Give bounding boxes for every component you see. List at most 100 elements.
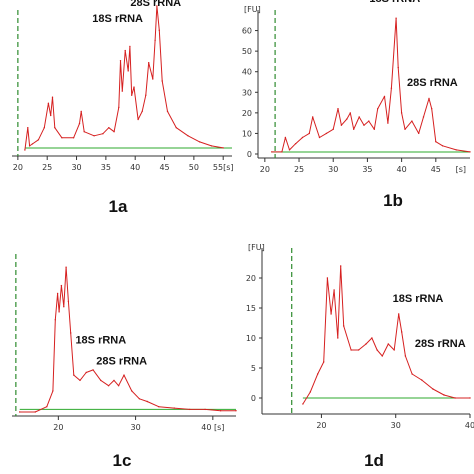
trace-point	[166, 110, 169, 113]
trace-point	[145, 94, 147, 96]
trace-point	[377, 108, 379, 110]
trace-point	[37, 139, 40, 141]
trace-point	[395, 17, 397, 19]
panel-1a: 20 25 30 35 40 45 50 55[s] 28S rRNA 18S rRNA 1a	[12, 0, 233, 216]
trace-point	[79, 379, 81, 382]
x-tick-label: 20	[13, 163, 23, 172]
trace-point	[54, 127, 56, 129]
trace-point	[113, 131, 115, 133]
trace-point	[70, 332, 72, 334]
trace-point	[323, 361, 325, 363]
trace-point	[387, 122, 389, 124]
trace-point	[358, 116, 360, 118]
trace-point	[302, 403, 304, 405]
trace-point	[56, 292, 59, 295]
trace-point	[363, 124, 365, 126]
y-unit-label: [FU]	[248, 243, 265, 252]
trace-point	[83, 131, 85, 133]
x-tick-label: 45	[159, 163, 169, 172]
trace-point	[343, 325, 345, 327]
trace-point	[373, 128, 375, 130]
trace-point	[54, 319, 56, 321]
trace-point	[281, 151, 283, 153]
trace-point	[390, 87, 393, 89]
trace-point	[121, 90, 124, 92]
trace-point	[158, 29, 160, 31]
trace-point	[131, 94, 133, 96]
trace-point	[141, 110, 143, 113]
y-tick-label: 10	[246, 334, 256, 343]
trace-point	[131, 390, 133, 392]
trace-point	[173, 407, 175, 409]
trace-point	[332, 128, 334, 130]
trace-point	[308, 132, 310, 135]
trace-point	[353, 128, 355, 130]
trace-point	[411, 373, 413, 375]
trace-point	[404, 128, 406, 130]
trace-point	[51, 96, 54, 98]
trace-point	[210, 145, 213, 147]
trace-point	[148, 62, 150, 64]
y-tick-label: 5	[251, 364, 256, 373]
trace-point	[146, 400, 148, 403]
trace-point	[34, 411, 36, 413]
panel-label: 1c	[113, 451, 132, 470]
trace-point	[288, 149, 291, 151]
x-tick-label: 20	[316, 421, 326, 430]
x-tick-label: 25	[294, 165, 304, 174]
trace-point	[52, 390, 54, 392]
x-tick-label: 30	[130, 423, 140, 432]
trace-point	[309, 391, 311, 393]
trace-point	[454, 397, 456, 399]
trace-point	[154, 39, 156, 42]
trace-point	[376, 349, 378, 351]
trace-point	[333, 289, 335, 291]
trace-line	[302, 265, 470, 405]
trace-point	[337, 108, 339, 110]
trace-point	[118, 106, 120, 109]
x-tick-label: 30	[328, 165, 338, 174]
trace-point	[428, 97, 430, 100]
trace-point	[199, 141, 201, 143]
trace-point	[61, 137, 63, 139]
y-tick-label: 60	[242, 27, 252, 36]
trace-point	[28, 145, 31, 147]
trace-point	[411, 120, 413, 122]
trace-point	[107, 385, 110, 387]
trace-point	[43, 127, 45, 129]
peak-annotation: 18S rRNA	[393, 293, 444, 305]
trace-point	[100, 379, 102, 382]
y-unit-label: [FU]	[244, 5, 261, 14]
trace-point	[137, 118, 139, 121]
trace-point	[19, 411, 21, 413]
trace-line	[19, 266, 236, 413]
trace-point	[404, 355, 407, 357]
trace-point	[123, 374, 125, 376]
peak-annotation: 28S rRNA	[415, 338, 466, 350]
x-tick-label: 25	[42, 163, 52, 172]
y-tick-label: 50	[242, 47, 252, 56]
trace-point	[435, 141, 437, 143]
x-tick-label: 30	[71, 163, 81, 172]
x-tick-label: 45	[431, 165, 441, 174]
trace-point	[133, 86, 135, 88]
y-tick-label: 30	[242, 88, 252, 97]
peak-annotation: 18S rRNA	[92, 13, 143, 25]
trace-point	[222, 147, 224, 149]
trace-point	[85, 371, 87, 374]
trace-point	[175, 127, 177, 129]
y-tick-label: 0	[251, 394, 256, 403]
trace-point	[301, 136, 304, 139]
trace-point	[441, 145, 444, 147]
panel-1b: 20 25 30 35 40 45 [s] 0 10 20 30 40 50 60 [FU] 18S rRNA…	[242, 0, 471, 210]
trace-point	[271, 151, 273, 153]
trace-point	[326, 277, 329, 279]
trace-point	[46, 406, 48, 408]
trace-point	[27, 127, 29, 129]
trace-point	[340, 124, 343, 126]
trace-point	[318, 136, 321, 139]
trace-point	[156, 5, 158, 7]
peak-annotation: 18S rRNA	[369, 0, 420, 5]
trace-point	[108, 127, 110, 129]
